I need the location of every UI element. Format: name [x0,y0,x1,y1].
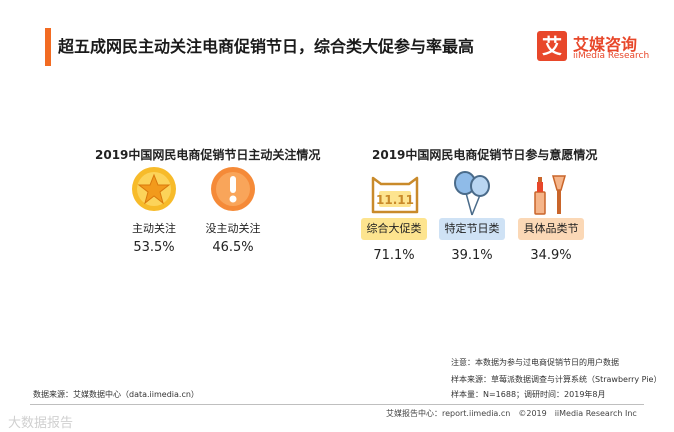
double-eleven-icon: 11.11 [371,176,419,214]
value-category-festival: 34.9% [530,248,572,263]
star-icon [132,167,176,211]
value-holiday: 39.1% [451,248,493,263]
watermark: 大数据报告 [8,416,74,431]
balloons-icon [454,171,490,216]
data-source: 数据来源：艾媒数据中心（data.iimedia.cn） [33,390,199,399]
category-tag-holiday: 特定节日类 [439,218,505,240]
accent-bar [45,28,51,66]
value-comprehensive: 71.1% [373,248,415,263]
page-title: 超五成网民主动关注电商促销节日，综合类大促参与率最高 [58,37,475,56]
category-tag-category-festival: 具体品类节 [518,218,584,240]
footer-text: 艾媒报告中心：report.iimedia.cn ©2019 iiMedia R… [386,409,637,418]
sample-source: 样本来源：草莓派数据调查与计算系统（Strawberry Pie） [451,375,662,384]
chart-title-attention: 2019中国网民电商促销节日主动关注情况 [95,148,321,162]
svg-text:11.11: 11.11 [376,193,414,207]
category-tag-comprehensive: 综合大促类 [361,218,427,240]
category-label-active: 主动关注 [132,222,176,235]
brand-logo-icon: 艾 [537,31,567,61]
brand-name: 艾媒咨询 [573,35,638,54]
note-text: 注意：本数据为参与过电商促销节日的用户数据 [451,358,619,367]
sample-size: 样本量：N=1688；调研时间：2019年8月 [451,390,606,399]
footer-divider [30,404,644,405]
chart-title-participation: 2019中国网民电商促销节日参与意愿情况 [372,148,598,162]
exclamation-icon [211,167,255,211]
cosmetics-icon [534,175,566,215]
value-not-active: 46.5% [212,240,254,255]
category-label-not-active: 没主动关注 [205,222,261,235]
brand-name-en: iiMedia Research [573,51,650,61]
value-active: 53.5% [133,240,175,255]
